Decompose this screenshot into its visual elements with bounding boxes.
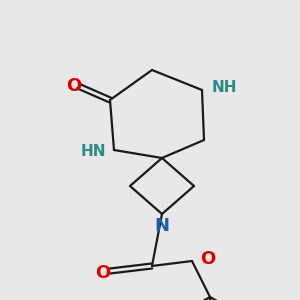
- Text: O: O: [66, 77, 82, 95]
- Text: NH: NH: [212, 80, 238, 94]
- Text: O: O: [95, 264, 111, 282]
- Text: N: N: [154, 217, 169, 235]
- Text: HN: HN: [80, 145, 106, 160]
- Text: O: O: [200, 250, 215, 268]
